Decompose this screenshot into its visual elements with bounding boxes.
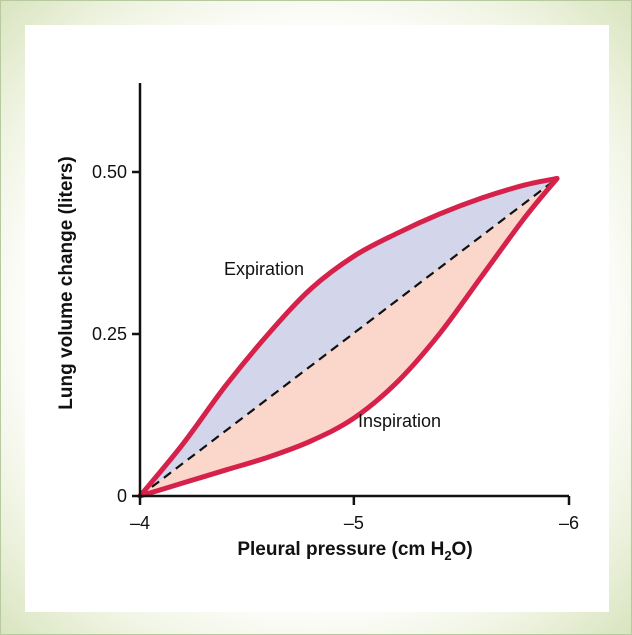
x-axis-label-main: Pleural pressure (cm H (237, 539, 444, 560)
x-tick-label: –6 (559, 513, 579, 533)
axes-layer: 0 0.25 0.50 –4 –5 –6 (92, 83, 579, 533)
y-tick-label: 0.25 (92, 324, 127, 344)
labels-layer: Lung volume change (liters) Pleural pres… (56, 156, 473, 563)
x-tick-label: –4 (130, 513, 150, 533)
y-axis-label: Lung volume change (liters) (56, 156, 77, 409)
inspiration-curve (137, 175, 560, 499)
series-label-inspiration: Inspiration (358, 411, 441, 431)
y-tick-label: 0 (117, 486, 127, 506)
y-tick-label: 0.50 (92, 162, 127, 182)
inspiration-area (140, 178, 557, 497)
x-axis-label: Pleural pressure (cm H2O) (237, 539, 472, 563)
reference-line (139, 177, 558, 497)
expiration-curve (137, 175, 560, 499)
lines-layer (137, 175, 560, 499)
x-tick-label: –5 (344, 513, 364, 533)
series-label-expiration: Expiration (224, 259, 304, 279)
x-axis-label-subscript: 2 (444, 548, 451, 563)
x-axis-label-end: O) (452, 539, 473, 560)
